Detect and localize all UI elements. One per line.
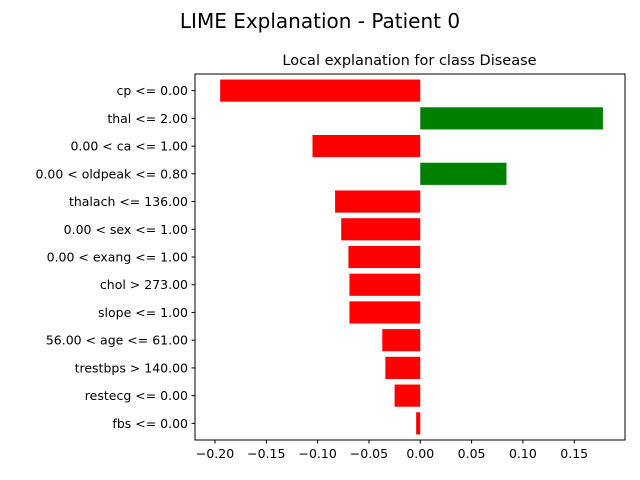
bar-10 <box>382 329 421 352</box>
y-tick-label: chol > 273.00 <box>100 277 188 292</box>
bars-group <box>220 79 603 435</box>
y-tick-label: 0.00 < ca <= 1.00 <box>70 139 188 154</box>
bar-8 <box>349 273 421 296</box>
y-tick-label: trestbps > 140.00 <box>75 360 188 375</box>
x-tick-label: −0.15 <box>247 446 285 461</box>
y-tick-label: 56.00 < age <= 61.00 <box>46 333 188 348</box>
y-tick-label: fbs <= 0.00 <box>112 416 188 431</box>
y-tick-label: slope <= 1.00 <box>98 305 188 320</box>
bar-7 <box>348 245 421 269</box>
figure-suptitle: LIME Explanation - Patient 0 <box>180 9 460 33</box>
x-tick-label: 0.15 <box>560 446 588 461</box>
x-tick-label: 0.05 <box>458 446 486 461</box>
chart-title: Local explanation for class Disease <box>282 53 536 69</box>
x-tick-label: 0.10 <box>509 446 537 461</box>
bar-4 <box>420 162 507 185</box>
bar-13 <box>416 412 421 435</box>
plot-frame <box>194 73 626 441</box>
y-axis-ticks: cp <= 0.00 thal <= 2.00 0.00 < ca <= 1.00 0… <box>35 83 195 431</box>
x-tick-label: −0.05 <box>350 446 388 461</box>
bar-9 <box>349 301 421 324</box>
bar-2 <box>420 107 603 130</box>
y-tick-label: 0.00 < oldpeak <= 0.80 <box>35 166 188 181</box>
bar-1 <box>220 79 421 102</box>
x-tick-label: 0.00 <box>406 446 434 461</box>
y-tick-label: thalach <= 136.00 <box>69 194 188 209</box>
y-tick-label: restecg <= 0.00 <box>85 388 188 403</box>
bar-11 <box>385 356 421 379</box>
bar-5 <box>335 190 421 213</box>
bar-3 <box>312 135 421 158</box>
y-tick-label: thal <= 2.00 <box>107 111 188 126</box>
x-tick-label: −0.10 <box>298 446 336 461</box>
y-tick-label: 0.00 < sex <= 1.00 <box>64 222 188 237</box>
x-axis-ticks: −0.20 −0.15 −0.10 −0.05 0.00 0.05 0.10 0.15 <box>196 440 588 461</box>
y-tick-label: cp <= 0.00 <box>116 83 188 98</box>
bar-6 <box>341 218 421 241</box>
x-tick-label: −0.20 <box>196 446 234 461</box>
bar-12 <box>394 384 421 407</box>
y-tick-label: 0.00 < exang <= 1.00 <box>47 250 188 265</box>
